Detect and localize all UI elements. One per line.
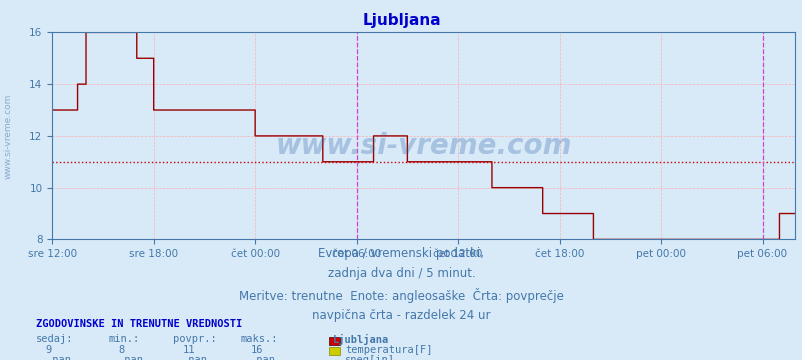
Text: -nan: -nan [250, 355, 275, 360]
Text: -nan: -nan [182, 355, 207, 360]
Text: Ljubljana: Ljubljana [362, 13, 440, 28]
Text: ZGODOVINSKE IN TRENUTNE VREDNOSTI: ZGODOVINSKE IN TRENUTNE VREDNOSTI [36, 319, 242, 329]
Text: 16: 16 [250, 345, 263, 355]
Text: navpična črta - razdelek 24 ur: navpična črta - razdelek 24 ur [312, 309, 490, 322]
Text: maks.:: maks.: [241, 334, 278, 344]
Text: www.si-vreme.com: www.si-vreme.com [3, 94, 13, 180]
Text: -nan: -nan [46, 355, 71, 360]
Text: www.si-vreme.com: www.si-vreme.com [275, 132, 571, 160]
Text: Meritve: trenutne  Enote: angleosaške  Črta: povprečje: Meritve: trenutne Enote: angleosaške Črt… [239, 288, 563, 303]
Text: sedaj:: sedaj: [36, 334, 74, 344]
Text: sneg[in]: sneg[in] [345, 355, 395, 360]
Text: 9: 9 [46, 345, 52, 355]
Text: 8: 8 [118, 345, 124, 355]
Text: Evropa / vremenski podatki,: Evropa / vremenski podatki, [318, 247, 484, 260]
Text: -nan: -nan [118, 355, 143, 360]
Text: zadnja dva dni / 5 minut.: zadnja dva dni / 5 minut. [327, 267, 475, 280]
Text: povpr.:: povpr.: [172, 334, 216, 344]
Text: min.:: min.: [108, 334, 140, 344]
Text: temperatura[F]: temperatura[F] [345, 345, 432, 355]
Text: Ljubljana: Ljubljana [333, 334, 389, 345]
Text: 11: 11 [182, 345, 195, 355]
